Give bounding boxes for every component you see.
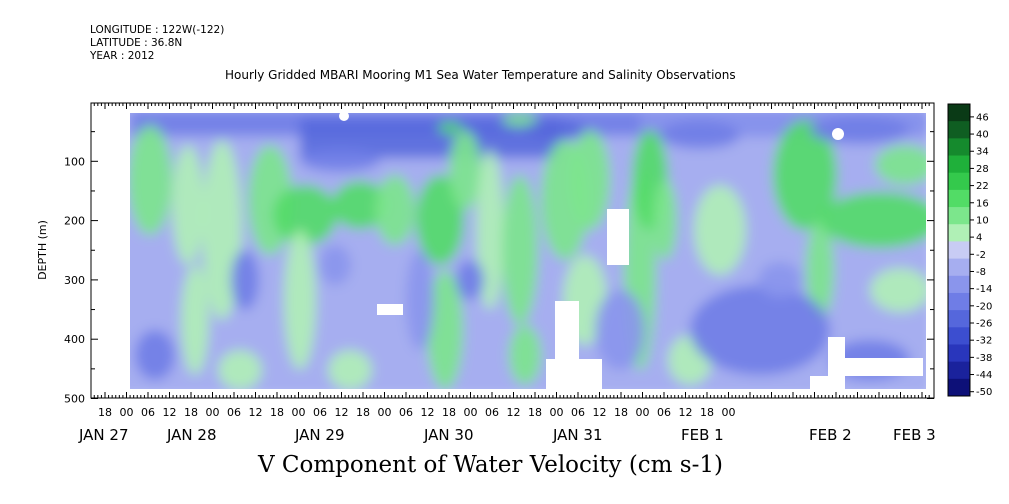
y-tick-label: 100 [64,155,85,168]
x-hour-tick-label: 12 [593,406,607,419]
y-tick-label: 400 [64,333,85,346]
x-hour-tick-label: 18 [442,406,456,419]
y-tick-label: 300 [64,274,85,287]
x-hour-tick-label: 00 [636,406,650,419]
colorbar-level-label: -20 [976,301,992,312]
colorbar-swatch [948,327,970,345]
x-hour-tick-label: 00 [292,406,306,419]
colorbar-level-label: 46 [976,112,989,123]
x-hour-tick-label: 12 [507,406,521,419]
colorbar-swatch [948,292,970,311]
x-hour-tick-label: 12 [679,406,693,419]
x-hour-tick-label: 00 [722,406,736,419]
longitude-label: LONGITUDE : 122W(-122) [90,24,225,36]
x-hour-tick-label: 06 [313,406,327,419]
colorbar-level-label: -44 [976,370,992,381]
colorbar-level-label: -38 [976,353,992,364]
x-hour-tick-label: 06 [657,406,671,419]
x-hour-tick-label: 06 [571,406,585,419]
colorbar-level-label: -14 [976,284,992,295]
x-hour-tick-label: 12 [335,406,349,419]
x-hour-tick-label: 00 [378,406,392,419]
velocity-field [91,103,934,398]
y-tick-label: 200 [64,215,85,228]
x-day-label: FEB 2 [809,426,852,444]
colorbar-level-label: 10 [976,215,989,226]
colorbar-swatch [948,207,970,225]
latitude-label: LATITUDE : 36.8N [90,37,183,49]
colorbar-level-label: -32 [976,336,992,347]
x-hour-tick-label: 12 [163,406,177,419]
x-axis-label: V Component of Water Velocity (cm s-1) [258,452,723,478]
x-hour-tick-label: 12 [421,406,435,419]
axis-ticks [91,103,934,399]
x-hour-tick-label: 18 [356,406,370,419]
colorbar-swatch [948,138,970,157]
x-hour-tick-label: 00 [120,406,134,419]
x-hour-tick-label: 18 [184,406,198,419]
x-hour-tick-label: 06 [485,406,499,419]
colorbar-swatch [948,361,970,380]
colorbar-swatch [948,189,970,208]
colorbar-swatch [948,241,970,260]
colorbar-level-label: 22 [976,181,989,192]
colorbar: 46 40 34 28 22 16 10 4 -2 -8 -14 -20 -26 -32 -38 -44 -50 [947,103,992,398]
colorbar-level-label: 34 [976,147,989,158]
x-hour-tick-label: 18 [700,406,714,419]
y-axis-label: DEPTH (m) [36,220,49,280]
colorbar-swatch [948,275,970,294]
x-hour-tick-label: 12 [249,406,263,419]
x-day-label: JAN 27 [78,426,129,444]
colorbar-level-label: -8 [976,267,986,278]
colorbar-swatch [948,344,970,363]
colorbar-swatch [948,155,970,174]
colorbar-level-label: 28 [976,164,989,175]
x-day-label: JAN 31 [552,426,603,444]
x-hour-tick-label: 06 [227,406,241,419]
x-hour-tick-label: 18 [270,406,284,419]
colorbar-swatch [948,104,970,122]
x-hour-tick-label: 00 [550,406,564,419]
colorbar-level-label: -50 [976,387,992,398]
x-day-label: JAN 30 [423,426,474,444]
colorbar-swatch [948,258,970,277]
x-hour-tick-label: 18 [614,406,628,419]
x-day-label: FEB 3 [893,426,936,444]
colorbar-swatch [948,310,970,328]
x-hour-tick-label: 18 [98,406,112,419]
colorbar-swatch [948,378,970,397]
x-day-label: FEB 1 [681,426,724,444]
year-label: YEAR : 2012 [90,50,155,62]
colorbar-swatch [948,172,970,191]
x-hour-tick-label: 06 [399,406,413,419]
colorbar-level-label: 16 [976,198,989,209]
x-day-label: JAN 29 [294,426,345,444]
x-hour-tick-label: 06 [141,406,155,419]
colorbar-swatch [948,224,970,242]
colorbar-swatch [948,121,970,139]
x-hour-tick-label: 00 [464,406,478,419]
colorbar-level-label: -26 [976,319,992,330]
x-day-label: JAN 28 [166,426,217,444]
chart-title: Hourly Gridded MBARI Mooring M1 Sea Wate… [225,68,736,82]
colorbar-level-label: 40 [976,130,989,141]
x-hour-tick-label: 18 [528,406,542,419]
colorbar-level-label: -2 [976,250,986,261]
y-tick-label: 500 [64,393,85,406]
x-hour-tick-label: 00 [206,406,220,419]
colorbar-level-label: 4 [976,233,982,244]
